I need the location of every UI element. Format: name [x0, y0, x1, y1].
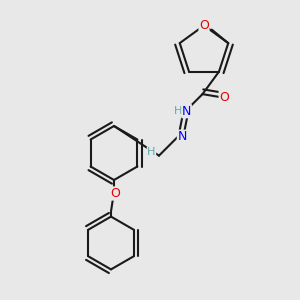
Text: H: H	[147, 147, 156, 157]
Text: N: N	[182, 105, 191, 118]
Text: H: H	[173, 106, 182, 116]
Text: O: O	[199, 19, 209, 32]
Text: O: O	[111, 187, 120, 200]
Text: N: N	[177, 130, 187, 143]
Text: O: O	[219, 91, 229, 103]
